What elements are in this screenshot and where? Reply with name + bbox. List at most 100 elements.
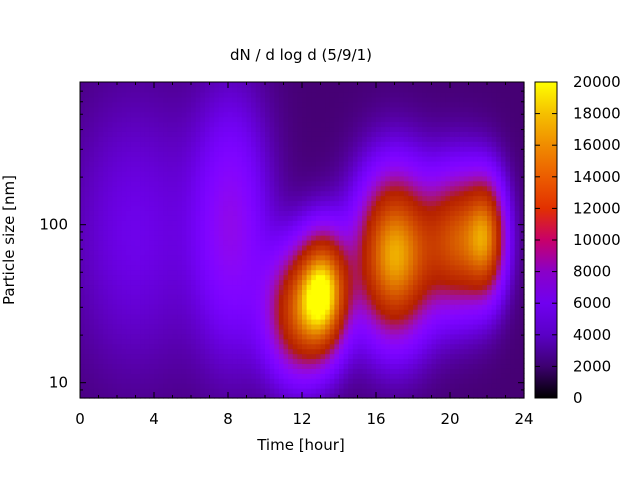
heatmap-cell	[181, 185, 187, 192]
heatmap-cell	[84, 141, 90, 147]
heatmap-cell	[223, 126, 229, 132]
heatmap-cell	[399, 299, 405, 305]
heatmap-cell	[112, 91, 118, 98]
heatmap-cell	[223, 284, 229, 290]
heatmap-cell	[255, 151, 261, 157]
heatmap-cell	[140, 323, 146, 330]
heatmap-cell	[130, 121, 137, 128]
heatmap-cell	[422, 254, 428, 261]
heatmap-cell	[366, 388, 372, 394]
heatmap-cell	[191, 309, 197, 315]
heatmap-cell	[241, 254, 248, 261]
heatmap-cell	[107, 368, 113, 374]
heatmap-cell	[288, 254, 294, 261]
heatmap-cell	[315, 210, 322, 216]
heatmap-cell	[417, 230, 423, 236]
heatmap-cell	[172, 185, 178, 192]
heatmap-cell	[158, 348, 164, 355]
heatmap-cell	[89, 249, 95, 256]
heatmap-cell	[306, 121, 312, 128]
heatmap-cell	[311, 86, 317, 93]
heatmap-cell	[283, 259, 289, 266]
heatmap-cell	[389, 180, 396, 187]
heatmap-cell	[315, 343, 322, 350]
heatmap-cell	[140, 82, 146, 88]
heatmap-cell	[214, 91, 220, 98]
heatmap-cell	[315, 323, 322, 330]
heatmap-cell	[135, 314, 141, 320]
heatmap-cell	[121, 170, 127, 177]
heatmap-cell	[399, 220, 405, 226]
heatmap-cell	[186, 146, 192, 152]
heatmap-cell	[158, 190, 164, 197]
heatmap-cell	[130, 244, 137, 251]
heatmap-cell	[436, 299, 442, 305]
heatmap-cell	[204, 254, 211, 261]
heatmap-cell	[274, 121, 280, 128]
heatmap-cell	[283, 338, 289, 345]
heatmap-cell	[366, 165, 372, 172]
heatmap-cell	[343, 91, 349, 98]
heatmap-cell	[218, 284, 224, 290]
heatmap-cell	[320, 254, 326, 261]
heatmap-cell	[269, 185, 275, 192]
heatmap-cell	[311, 269, 317, 276]
heatmap-cell	[413, 274, 419, 281]
heatmap-cell	[283, 368, 289, 374]
heatmap-cell	[302, 343, 308, 350]
heatmap-cell	[140, 284, 146, 290]
heatmap-cell	[292, 304, 298, 310]
heatmap-cell	[306, 368, 312, 374]
heatmap-cell	[191, 156, 197, 162]
heatmap-cell	[98, 121, 104, 128]
heatmap-cell	[278, 269, 285, 276]
heatmap-cell	[306, 249, 312, 256]
heatmap-cell	[186, 116, 192, 123]
heatmap-cell	[265, 378, 271, 384]
heatmap-cell	[413, 220, 419, 226]
heatmap-cell	[306, 254, 312, 261]
heatmap-cell	[112, 210, 118, 216]
heatmap-cell	[140, 205, 146, 211]
heatmap-cell	[84, 210, 90, 216]
heatmap-cell	[121, 259, 127, 266]
heatmap-cell	[200, 289, 206, 295]
heatmap-cell	[376, 348, 382, 355]
heatmap-cell	[89, 205, 95, 211]
heatmap-cell	[292, 378, 298, 384]
heatmap-cell	[380, 304, 386, 310]
heatmap-cell	[154, 165, 160, 172]
heatmap-cell	[431, 200, 437, 207]
heatmap-cell	[385, 314, 391, 320]
heatmap-cell	[413, 269, 419, 276]
heatmap-cell	[135, 230, 141, 236]
heatmap-cell	[223, 338, 229, 345]
heatmap-cell	[200, 111, 206, 118]
heatmap-cell	[292, 249, 298, 256]
heatmap-cell	[181, 230, 187, 236]
heatmap-cell	[265, 180, 271, 187]
heatmap-cell	[167, 185, 174, 192]
heatmap-cell	[130, 185, 137, 192]
heatmap-cell	[232, 96, 238, 103]
heatmap-cell	[144, 96, 150, 103]
heatmap-cell	[98, 111, 104, 118]
heatmap-cell	[325, 333, 331, 340]
heatmap-cell	[394, 86, 400, 93]
heatmap-cell	[329, 309, 335, 315]
heatmap-cell	[89, 274, 95, 281]
heatmap-cell	[417, 269, 423, 276]
heatmap-cell	[394, 220, 400, 226]
heatmap-cell	[422, 264, 428, 271]
heatmap-cell	[195, 86, 201, 93]
heatmap-cell	[172, 190, 178, 197]
heatmap-cell	[380, 244, 386, 251]
heatmap-cell	[278, 274, 285, 281]
heatmap-cell	[191, 244, 197, 251]
heatmap-cell	[334, 368, 340, 374]
heatmap-cell	[246, 348, 252, 355]
heatmap-cell	[348, 284, 354, 290]
heatmap-cell	[352, 323, 359, 330]
heatmap-cell	[371, 240, 377, 246]
heatmap-cell	[297, 190, 303, 197]
